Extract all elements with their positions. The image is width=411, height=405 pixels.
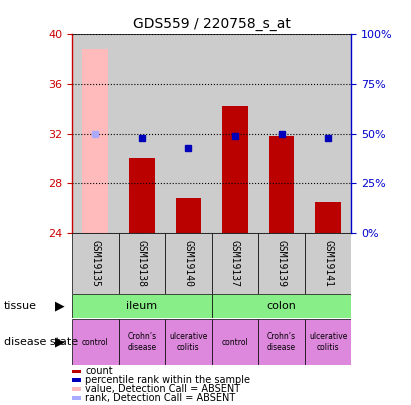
Title: GDS559 / 220758_s_at: GDS559 / 220758_s_at: [133, 17, 291, 31]
Text: value, Detection Call = ABSENT: value, Detection Call = ABSENT: [85, 384, 240, 394]
Bar: [258, 319, 305, 365]
Bar: [118, 233, 165, 294]
Text: count: count: [85, 367, 113, 376]
Bar: [222, 107, 248, 233]
Bar: [118, 34, 165, 233]
Text: ileum: ileum: [126, 301, 157, 311]
Bar: [212, 319, 258, 365]
Text: control: control: [222, 337, 248, 347]
Text: GSM19135: GSM19135: [90, 240, 100, 287]
Bar: [212, 233, 258, 294]
Text: GSM19139: GSM19139: [277, 240, 286, 287]
Bar: [72, 319, 118, 365]
Text: tissue: tissue: [4, 301, 37, 311]
Text: rank, Detection Call = ABSENT: rank, Detection Call = ABSENT: [85, 393, 236, 403]
Bar: [165, 34, 212, 233]
Bar: [315, 202, 341, 233]
Bar: [129, 158, 155, 233]
Text: control: control: [82, 337, 109, 347]
Text: disease state: disease state: [4, 337, 78, 347]
Bar: [258, 34, 305, 233]
Bar: [305, 319, 351, 365]
Text: colon: colon: [267, 301, 296, 311]
Bar: [118, 319, 165, 365]
Text: Crohn’s
disease: Crohn’s disease: [267, 333, 296, 352]
Bar: [72, 34, 118, 233]
Text: ▶: ▶: [55, 335, 65, 349]
Bar: [165, 319, 212, 365]
Bar: [82, 49, 108, 233]
Bar: [269, 136, 294, 233]
Text: ulcerative
colitis: ulcerative colitis: [169, 333, 208, 352]
Bar: [72, 233, 118, 294]
Text: GSM19141: GSM19141: [323, 240, 333, 287]
Bar: [305, 233, 351, 294]
Text: GSM19137: GSM19137: [230, 240, 240, 287]
Bar: [212, 294, 351, 318]
Text: ulcerative
colitis: ulcerative colitis: [309, 333, 347, 352]
Bar: [305, 34, 351, 233]
Bar: [175, 198, 201, 233]
Text: GSM19138: GSM19138: [137, 240, 147, 287]
Bar: [72, 294, 212, 318]
Bar: [212, 34, 258, 233]
Bar: [258, 233, 305, 294]
Text: percentile rank within the sample: percentile rank within the sample: [85, 375, 250, 385]
Text: ▶: ▶: [55, 300, 65, 313]
Text: Crohn’s
disease: Crohn’s disease: [127, 333, 156, 352]
Text: GSM19140: GSM19140: [183, 240, 193, 287]
Bar: [165, 233, 212, 294]
